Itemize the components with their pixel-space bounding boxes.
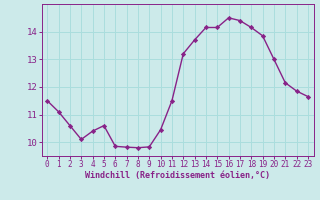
X-axis label: Windchill (Refroidissement éolien,°C): Windchill (Refroidissement éolien,°C) <box>85 171 270 180</box>
